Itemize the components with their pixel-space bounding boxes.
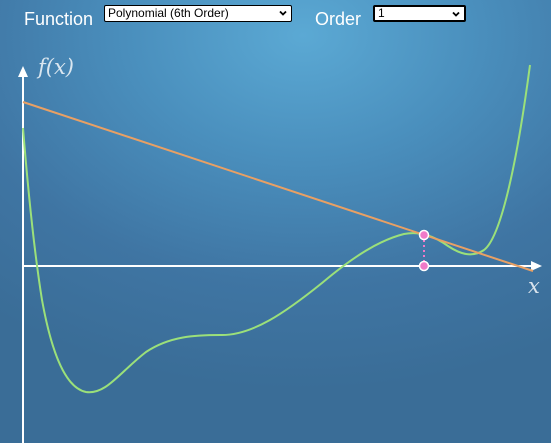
function-select[interactable]: Polynomial (6th Order): [104, 5, 292, 22]
function-select-value: Polynomial (6th Order): [108, 6, 229, 20]
toolbar: Function Polynomial (6th Order) Order 1: [0, 0, 551, 36]
x-axis-arrow-icon: [531, 261, 542, 271]
chevron-down-icon: [452, 11, 460, 17]
y-axis-arrow-icon: [18, 66, 28, 77]
tangent-point-handle[interactable]: [418, 229, 430, 241]
x-position-handle[interactable]: [418, 260, 430, 272]
tangent-line: [22, 101, 534, 272]
order-label: Order: [315, 9, 362, 29]
chevron-down-icon: [279, 10, 287, 16]
y-axis-label: f(x): [36, 55, 74, 79]
function-curve: [22, 64, 531, 394]
x-axis-label: x: [528, 274, 540, 298]
order-select[interactable]: 1: [373, 5, 466, 22]
function-label: Function: [24, 9, 94, 29]
order-select-value: 1: [378, 6, 385, 20]
